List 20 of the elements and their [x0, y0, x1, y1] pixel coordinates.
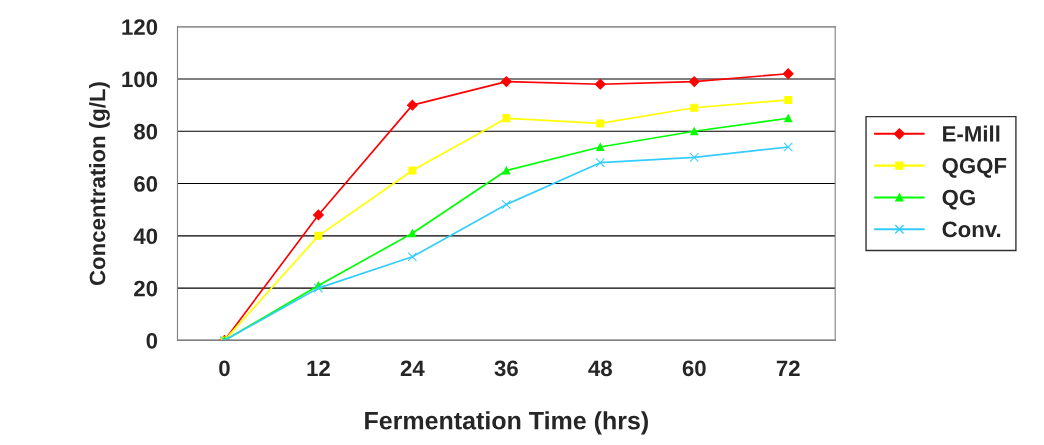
y-tick-label: 100	[122, 71, 158, 88]
y-tick-label: 0	[146, 332, 158, 349]
y-tick-label: 20	[134, 280, 158, 297]
x-tick-label: 48	[588, 360, 612, 377]
x-tick-label: 60	[682, 360, 706, 377]
x-tick-label: 0	[219, 360, 230, 377]
x-tick-label: 24	[400, 360, 425, 376]
y-tick-label: 80	[134, 123, 158, 140]
x-tick-label: 12	[307, 360, 330, 376]
legend-label: Conv.	[942, 221, 1001, 238]
x-axis-title: Fermentation Time (hrs)	[365, 411, 648, 435]
y-axis-title: Concentration (g/L)	[89, 82, 110, 286]
legend-label: QGQF	[942, 157, 1007, 178]
y-tick-label: 40	[133, 228, 158, 245]
x-tick-label: 72	[776, 360, 800, 376]
y-tick-label: 60	[134, 176, 158, 192]
x-tick-label: 36	[494, 360, 518, 377]
legend-label: E-Mill	[943, 125, 1000, 142]
y-tick-label: 120	[122, 19, 158, 35]
legend-label: QG	[942, 189, 975, 210]
